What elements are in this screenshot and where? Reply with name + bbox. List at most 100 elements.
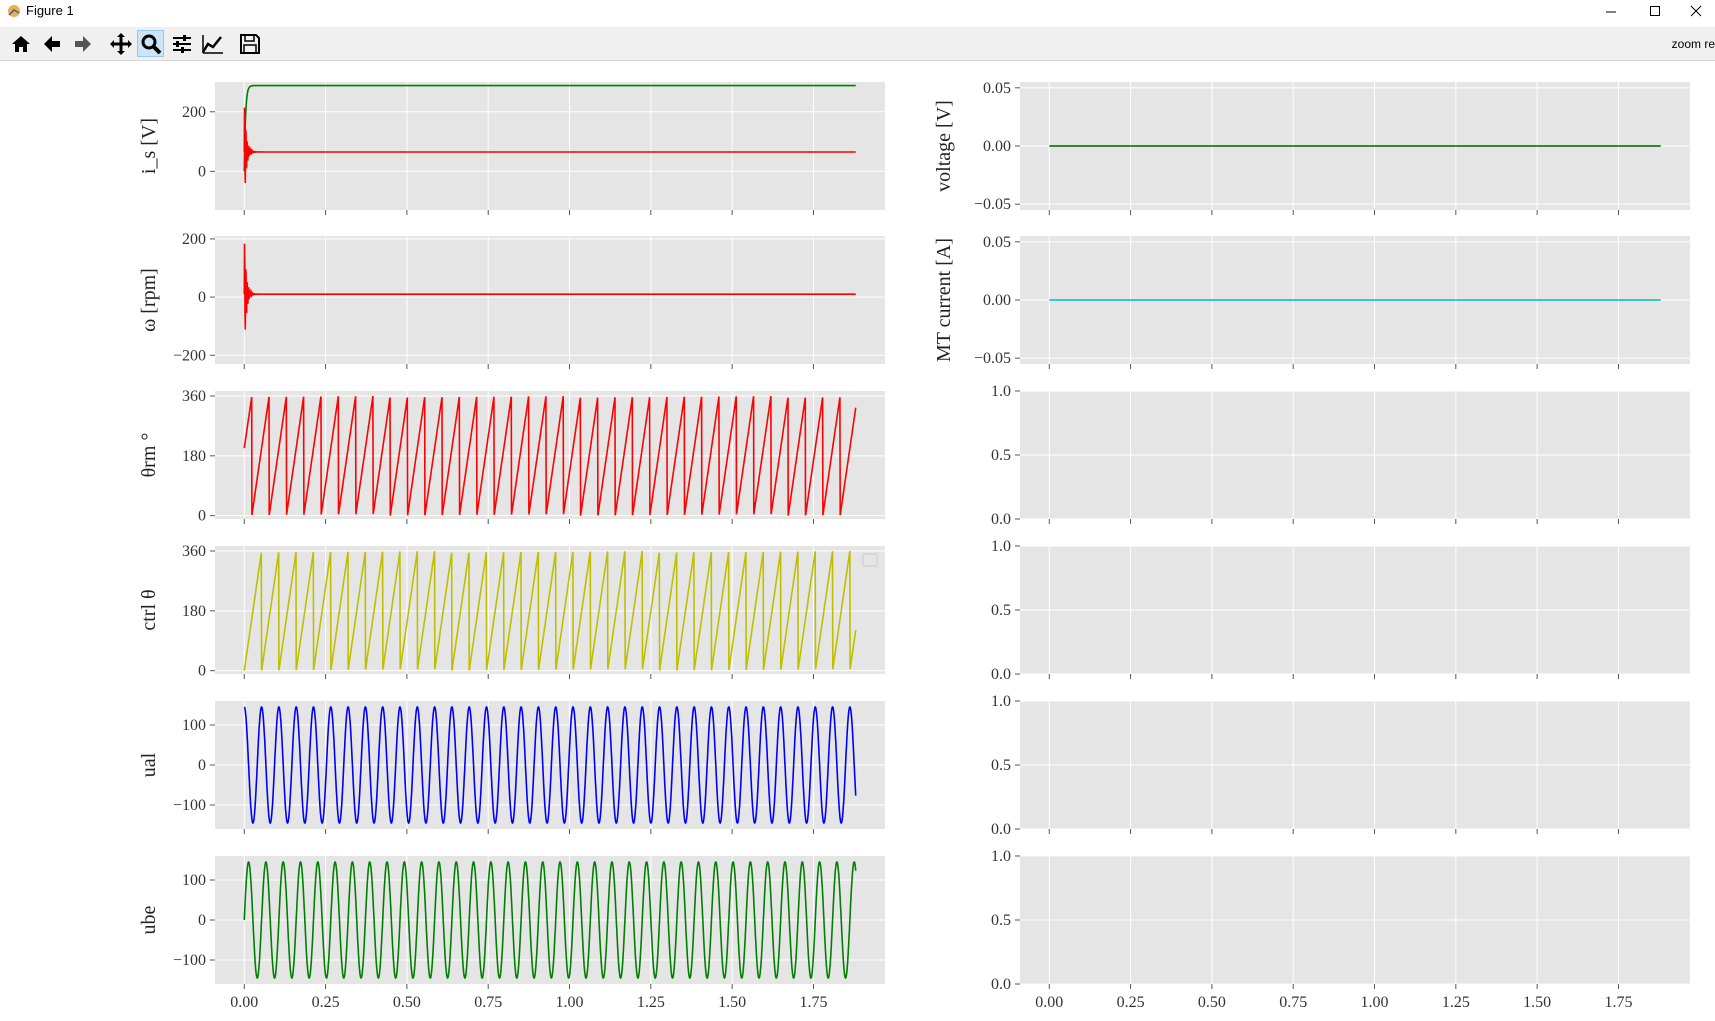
y-tick-label: −0.05 <box>974 196 1011 213</box>
minimize-button[interactable] <box>1589 0 1633 22</box>
x-tick-label: 0.75 <box>1279 994 1307 1011</box>
maximize-icon <box>1650 6 1660 16</box>
y-tick-label: 0 <box>198 508 206 525</box>
x-tick-label: 1.00 <box>1361 994 1389 1011</box>
y-axis-label: voltage [V] <box>933 100 955 192</box>
y-tick-label: 360 <box>182 388 206 405</box>
zoom-icon <box>141 34 161 54</box>
x-tick-label: 1.25 <box>637 994 665 1011</box>
y-tick-label: 0 <box>198 757 206 774</box>
y-tick-label: 1.0 <box>991 848 1011 865</box>
y-tick-label: 1.0 <box>991 538 1011 555</box>
y-tick-label: 200 <box>182 104 206 121</box>
status-message: zoom re <box>1671 37 1715 51</box>
minimize-icon <box>1606 11 1616 13</box>
y-axis-label: ω [rpm] <box>138 268 160 332</box>
subplot-right-6[interactable]: 0.0 0.5 1.0 0.00 0.25 0.50 0.75 1.00 1.25 1.50 1.7… <box>991 848 1690 1011</box>
y-tick-label: 100 <box>182 717 206 734</box>
close-icon <box>1690 5 1702 17</box>
customize-button[interactable] <box>199 30 226 57</box>
axes-background <box>215 82 885 210</box>
y-axis-label: i_s [V] <box>138 118 160 174</box>
series-line-blue <box>243 705 857 825</box>
pan-icon <box>109 32 132 55</box>
pan-button[interactable] <box>107 30 134 57</box>
y-tick-label: 0.0 <box>991 821 1011 838</box>
x-tick-label: 0.00 <box>230 994 258 1011</box>
subplots-icon <box>172 34 191 53</box>
y-tick-label: 0.0 <box>991 976 1011 993</box>
series-line-red <box>243 107 856 184</box>
y-tick-label: 0.5 <box>991 602 1011 619</box>
navigation-toolbar: zoom re <box>0 27 1715 61</box>
x-tick-label: 1.50 <box>1523 994 1551 1011</box>
maximize-button[interactable] <box>1633 0 1677 22</box>
save-button[interactable] <box>236 30 263 57</box>
series-line-red <box>243 395 857 516</box>
y-tick-label: 0.0 <box>991 511 1011 528</box>
series-line-green <box>243 860 857 980</box>
y-tick-label: 200 <box>182 231 206 248</box>
zoom-button[interactable] <box>137 30 164 57</box>
y-tick-label: −100 <box>173 952 206 969</box>
subplot-right-3[interactable]: 0.0 0.5 1.0 <box>991 383 1690 528</box>
y-tick-label: 100 <box>182 872 206 889</box>
x-tick-label: 0.50 <box>393 994 421 1011</box>
y-tick-label: −0.05 <box>974 350 1011 367</box>
subplot-left-4[interactable]: 0 180 360 ctrl θ <box>138 543 885 680</box>
x-tick-label: 0.75 <box>474 994 502 1011</box>
y-tick-label: 180 <box>182 603 206 620</box>
y-axis-label: ual <box>138 752 160 777</box>
y-tick-label: −200 <box>173 347 206 364</box>
y-tick-label: 0.5 <box>991 757 1011 774</box>
subplot-left-2[interactable]: −200 0 200 ω [rpm] <box>138 231 885 369</box>
axes-background <box>215 546 885 674</box>
subplot-right-4[interactable]: 0.0 0.5 1.0 <box>991 538 1690 683</box>
figure-canvas[interactable]: 0 200 i_s [V] −200 0 200 ω [rpm] 0 180 360 θrm ° 0 1… <box>0 61 1715 1021</box>
series-line-yellow <box>243 550 857 671</box>
forward-icon <box>74 35 91 52</box>
subplot-left-6[interactable]: −100 0 100 0.00 0.25 0.50 0.75 1.00 1.25 1.50 1.75… <box>138 856 885 1011</box>
title-bar: Figure 1 <box>0 0 1715 22</box>
x-tick-label: 1.75 <box>799 994 827 1011</box>
axes-background <box>215 236 885 364</box>
subplot-left-5[interactable]: −100 0 100 ual <box>138 701 885 834</box>
y-tick-label: 0 <box>198 912 206 929</box>
subplot-right-5[interactable]: 0.0 0.5 1.0 <box>991 693 1690 838</box>
x-tick-label: 1.25 <box>1442 994 1470 1011</box>
x-tick-label: 0.00 <box>1035 994 1063 1011</box>
x-tick-label: 0.25 <box>1117 994 1145 1011</box>
subplot-right-1[interactable]: −0.05 0.00 0.05 voltage [V] <box>933 80 1690 215</box>
back-button[interactable] <box>38 30 65 57</box>
y-tick-label: 1.0 <box>991 693 1011 710</box>
app-icon <box>8 5 20 17</box>
close-button[interactable] <box>1677 0 1715 22</box>
y-tick-label: 0.05 <box>983 234 1011 251</box>
y-axis-label: MT current [A] <box>933 238 955 362</box>
y-tick-label: 0 <box>198 289 206 306</box>
forward-button[interactable] <box>69 30 96 57</box>
legend-box <box>862 553 878 567</box>
x-tick-label: 1.00 <box>556 994 584 1011</box>
y-tick-label: 0.00 <box>983 138 1011 155</box>
home-button[interactable] <box>7 30 34 57</box>
y-tick-label: 180 <box>182 448 206 465</box>
series-line-red <box>243 243 856 330</box>
x-tick-label: 0.25 <box>312 994 340 1011</box>
y-axis-label: θrm ° <box>138 433 160 478</box>
y-axis-label: ube <box>138 905 160 934</box>
home-icon <box>11 35 30 52</box>
series-line-green <box>243 84 856 172</box>
y-tick-label: 0.5 <box>991 447 1011 464</box>
y-tick-label: 0.0 <box>991 666 1011 683</box>
subplots-button[interactable] <box>168 30 195 57</box>
axes-background <box>215 391 885 519</box>
x-tick-label: 1.50 <box>718 994 746 1011</box>
subplot-right-2[interactable]: −0.05 0.00 0.05 MT current [A] <box>933 234 1690 369</box>
y-axis-label: ctrl θ <box>138 589 160 630</box>
subplot-left-1[interactable]: 0 200 i_s [V] <box>138 82 885 215</box>
subplot-left-3[interactable]: 0 180 360 θrm ° <box>138 388 885 525</box>
y-tick-label: 0.5 <box>991 912 1011 929</box>
save-icon <box>239 33 260 54</box>
y-tick-label: 0 <box>198 663 206 680</box>
